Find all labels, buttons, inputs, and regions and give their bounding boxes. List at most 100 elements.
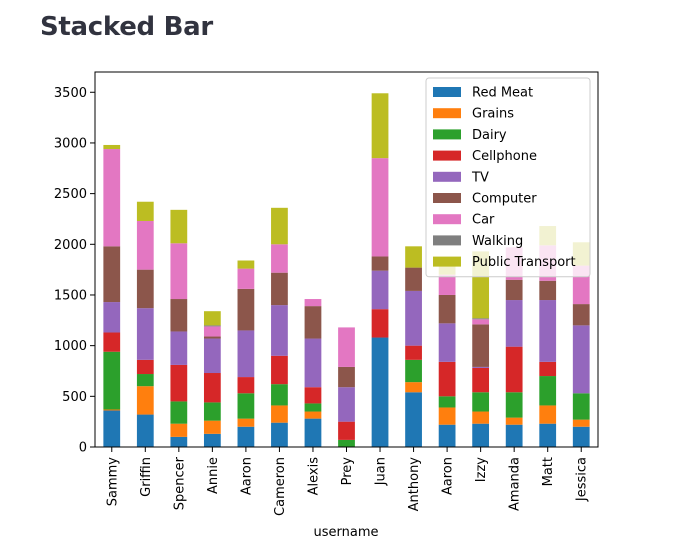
bar-segment-grains-2 (170, 423, 188, 437)
legend-label: Walking (472, 234, 523, 249)
legend-swatch (433, 235, 461, 246)
bar-segment-tv-12 (505, 300, 523, 347)
bar-segment-grains-5 (271, 405, 288, 423)
legend-label: Red Meat (472, 86, 533, 101)
bar-segment-computer-13 (539, 280, 557, 301)
legend-box (425, 77, 591, 278)
y-tick-label: 3500 (54, 86, 87, 101)
x-tick-label: Cameron (273, 457, 288, 516)
legend-label: Cellphone (472, 149, 537, 164)
bar-segment-grains-1 (136, 386, 154, 415)
bar-segment-computer-4 (237, 288, 255, 331)
bar-segment-dairy-2 (170, 401, 188, 424)
bar-segment-dairy-4 (237, 393, 255, 419)
bar-segment-tv-11 (472, 366, 490, 368)
y-tick-label: 500 (62, 390, 87, 405)
bar-segment-cellphone-3 (203, 373, 221, 403)
legend-swatch (433, 129, 461, 140)
legend-swatch (433, 256, 461, 267)
legend-swatch (433, 171, 461, 182)
bar-segment-red-meat-9 (405, 392, 422, 447)
bar-segment-grains-13 (539, 405, 557, 424)
bar-segment-car-0 (103, 149, 121, 247)
y-tick-label: 2000 (54, 238, 87, 253)
x-tick-label: Izzy (474, 457, 489, 482)
bar-segment-cellphone-2 (170, 364, 188, 402)
x-tick-label: Annie (206, 457, 221, 494)
bar-segment-dairy-6 (304, 403, 322, 412)
legend-label: TV (471, 170, 489, 185)
bar-segment-cellphone-11 (472, 367, 490, 393)
bar-segment-tv-2 (170, 331, 188, 365)
y-tick-label: 1000 (54, 339, 87, 354)
bar-segment-dairy-11 (472, 392, 490, 412)
bar-segment-computer-5 (271, 272, 288, 306)
bar-segment-computer-14 (572, 304, 590, 326)
bar-segment-car-3 (203, 326, 221, 337)
bar-segment-cellphone-12 (505, 346, 523, 393)
bar-segment-red-meat-3 (203, 433, 221, 447)
bar-segment-cellphone-6 (304, 387, 322, 404)
bar-segment-dairy-1 (136, 374, 154, 387)
bar-segment-red-meat-2 (170, 436, 188, 447)
bar-segment-car-1 (136, 220, 154, 270)
bar-segment-cellphone-4 (237, 377, 255, 394)
bar-segment-car-6 (304, 299, 322, 307)
y-tick-label: 3000 (54, 136, 87, 151)
bar-segment-tv-3 (203, 338, 221, 374)
bar-segment-dairy-12 (505, 392, 523, 418)
bar-segment-car-11 (472, 319, 490, 325)
x-tick-label: Sammy (105, 457, 120, 507)
y-tick-label: 0 (79, 441, 87, 456)
bar-segment-computer-7 (338, 366, 355, 388)
x-tick-label: Aaron (441, 457, 456, 495)
bar-segment-dairy-3 (203, 402, 221, 421)
bar-segment-cellphone-7 (338, 421, 355, 440)
bar-segment-red-meat-14 (572, 426, 590, 447)
bar-segment-dairy-9 (405, 359, 422, 383)
bar-segment-dairy-13 (539, 376, 557, 406)
legend-swatch (433, 214, 461, 225)
x-tick-label: Aaron (239, 457, 254, 495)
x-tick-label: Anthony (407, 457, 422, 512)
bar-segment-tv-5 (271, 305, 288, 356)
x-tick-label: Juan (374, 457, 389, 486)
bar-segment-dairy-14 (572, 393, 590, 420)
x-tick-label: Jessica (575, 457, 590, 502)
bar-segment-car-4 (237, 268, 255, 289)
legend-label: Car (472, 213, 495, 228)
bar-segment-computer-6 (304, 306, 322, 339)
bar-segment-tv-7 (338, 387, 355, 422)
bar-segment-red-meat-12 (505, 424, 523, 447)
legend-label: Public Transport (472, 255, 576, 270)
bar-segment-computer-8 (371, 256, 389, 271)
bar-segment-car-2 (170, 243, 188, 300)
bar-segment-cellphone-1 (136, 359, 154, 375)
legend-swatch (433, 108, 461, 119)
bar-segment-public-transport-2 (170, 209, 188, 244)
bar-segment-grains-3 (203, 420, 221, 434)
legend-label: Dairy (472, 128, 507, 143)
bar-segment-computer-11 (472, 324, 490, 367)
bar-segment-cellphone-5 (271, 355, 288, 385)
legend-swatch (433, 193, 461, 203)
bar-segment-dairy-5 (271, 384, 288, 406)
bar-segment-grains-6 (304, 411, 322, 419)
bar-segment-public-transport-4 (237, 260, 255, 269)
bar-segment-red-meat-0 (103, 410, 121, 447)
x-tick-label: Amanda (508, 457, 523, 511)
bar-segment-walking-3 (203, 325, 221, 327)
page-title: Stacked Bar (40, 12, 213, 42)
bar-segment-public-transport-3 (203, 311, 221, 326)
bar-segment-public-transport-0 (103, 144, 121, 150)
bar-segment-computer-0 (103, 246, 121, 303)
legend-swatch (433, 87, 461, 97)
x-tick-label: Prey (340, 457, 355, 486)
bar-segment-car-5 (271, 244, 288, 273)
bar-segment-computer-10 (438, 294, 456, 324)
bar-segment-red-meat-6 (304, 418, 322, 447)
bar-segment-public-transport-5 (271, 207, 288, 245)
bar-segment-walking-11 (472, 318, 490, 320)
bar-segment-computer-9 (405, 267, 422, 291)
legend-swatch (433, 150, 461, 161)
